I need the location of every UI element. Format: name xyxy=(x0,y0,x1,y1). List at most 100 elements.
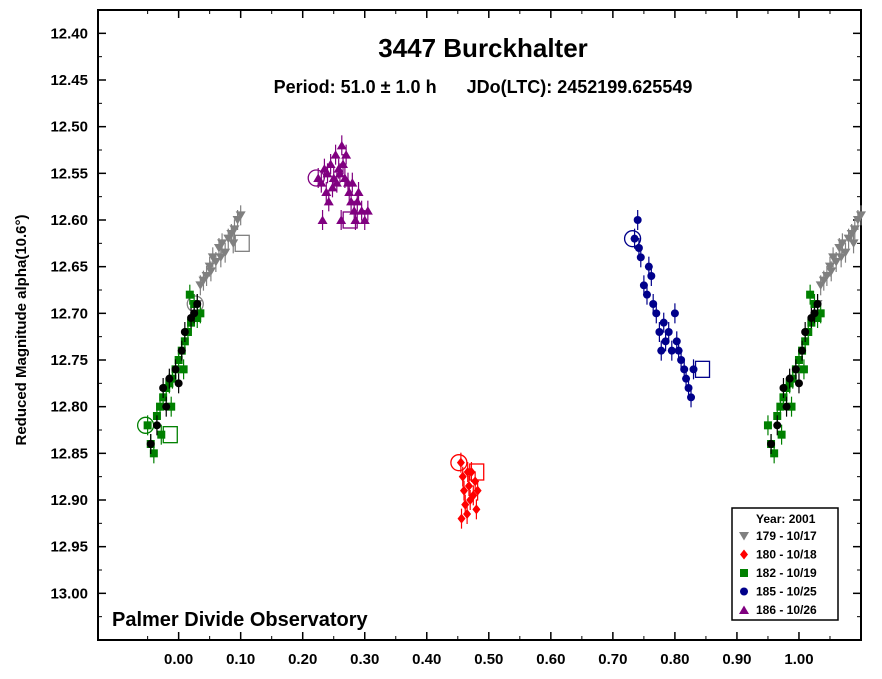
data-point xyxy=(159,384,168,392)
data-point xyxy=(459,485,468,496)
data-point xyxy=(636,253,645,262)
data-point xyxy=(205,267,216,276)
observatory-annotation: Palmer Divide Observatory xyxy=(112,609,369,631)
data-point xyxy=(633,216,642,224)
y-axis-label: Reduced Magnitude alpha(10.6°) xyxy=(13,214,30,445)
data-point xyxy=(229,225,240,234)
data-point xyxy=(193,300,202,308)
x-tick-label: 0.50 xyxy=(474,651,503,668)
data-point xyxy=(334,168,345,178)
legend-label: 185 - 10/25 xyxy=(756,585,817,599)
x-tick-label: 0.60 xyxy=(536,651,565,668)
legend-marker xyxy=(740,569,748,577)
series-5 xyxy=(307,135,373,230)
y-tick-label: 12.70 xyxy=(50,305,88,322)
data-point xyxy=(840,248,851,258)
data-point xyxy=(220,248,231,258)
data-point xyxy=(353,187,364,196)
data-point xyxy=(167,402,176,411)
data-point xyxy=(848,239,859,248)
y-tick-labels: 12.40 12.45 12.50 12.55 12.60 12.65 12.70 12.75… xyxy=(50,25,88,602)
data-point xyxy=(670,309,679,318)
data-point xyxy=(689,365,698,374)
data-point xyxy=(785,374,794,383)
data-point xyxy=(204,262,215,272)
data-markers xyxy=(136,135,866,529)
y-tick-label: 12.55 xyxy=(50,165,88,182)
data-point xyxy=(179,365,188,374)
data-point xyxy=(798,346,807,355)
data-point xyxy=(325,159,336,168)
legend-marker xyxy=(739,532,749,541)
data-point xyxy=(338,159,349,168)
data-point xyxy=(806,290,815,299)
legend-marker xyxy=(740,549,748,560)
data-point xyxy=(317,215,328,224)
data-point xyxy=(327,182,338,192)
series-1 xyxy=(450,452,485,529)
series-3 xyxy=(146,294,822,454)
legend-item: 185 - 10/25 xyxy=(740,585,817,599)
session-end-marker xyxy=(234,234,250,252)
data-point xyxy=(316,178,327,187)
data-point xyxy=(457,513,466,524)
data-point xyxy=(463,509,472,519)
series-0 xyxy=(186,205,866,314)
data-point xyxy=(777,430,786,439)
x-tick-label: 0.40 xyxy=(412,651,441,668)
data-point xyxy=(799,365,808,374)
data-point xyxy=(215,253,226,262)
x-tick-label: 0.90 xyxy=(722,651,751,668)
x-tick-label: 1.00 xyxy=(784,651,813,668)
data-point xyxy=(813,314,822,322)
data-point xyxy=(787,402,796,411)
y-tick-label: 12.40 xyxy=(50,25,88,42)
data-point xyxy=(143,421,152,430)
data-point xyxy=(362,206,373,215)
session-end-marker xyxy=(469,463,485,481)
data-point xyxy=(630,234,639,243)
data-point xyxy=(659,318,668,327)
data-point xyxy=(647,272,656,280)
y-tick-label: 12.45 xyxy=(50,72,88,89)
data-point xyxy=(149,449,158,458)
session-end-marker xyxy=(342,211,358,229)
data-point xyxy=(180,328,189,336)
data-point xyxy=(156,402,165,411)
y-tick-label: 12.50 xyxy=(50,119,88,136)
data-point xyxy=(794,379,803,388)
data-point xyxy=(330,150,341,159)
data-point xyxy=(667,346,676,355)
data-point xyxy=(323,196,334,206)
y-tick-label: 12.65 xyxy=(50,259,88,276)
y-tick-label: 12.75 xyxy=(50,352,88,369)
data-point xyxy=(217,239,228,248)
data-point xyxy=(193,314,202,322)
y-tick-label: 12.90 xyxy=(50,492,88,509)
data-point xyxy=(837,239,848,248)
data-point xyxy=(782,402,791,411)
data-point xyxy=(779,384,788,392)
data-point xyxy=(350,215,361,224)
data-point xyxy=(336,140,347,150)
data-point xyxy=(776,402,785,411)
data-point xyxy=(331,178,342,187)
chart-subtitle: Period: 51.0 ± 1.0 h JDo(LTC): 2452199.6… xyxy=(274,77,693,97)
axis-ticks xyxy=(98,10,861,640)
data-point xyxy=(794,356,803,364)
legend-item: 182 - 10/19 xyxy=(740,566,817,580)
data-point xyxy=(652,309,661,318)
y-tick-label: 13.00 xyxy=(50,585,88,602)
data-point xyxy=(152,421,161,430)
data-point xyxy=(810,309,819,318)
data-point xyxy=(456,457,465,468)
data-point xyxy=(649,300,658,308)
data-point xyxy=(687,393,696,402)
data-point xyxy=(639,281,648,290)
data-point xyxy=(171,365,180,374)
data-point xyxy=(458,471,467,482)
data-point xyxy=(322,168,333,178)
data-point xyxy=(831,258,842,267)
session-end-marker xyxy=(694,360,711,378)
data-point xyxy=(162,402,171,411)
